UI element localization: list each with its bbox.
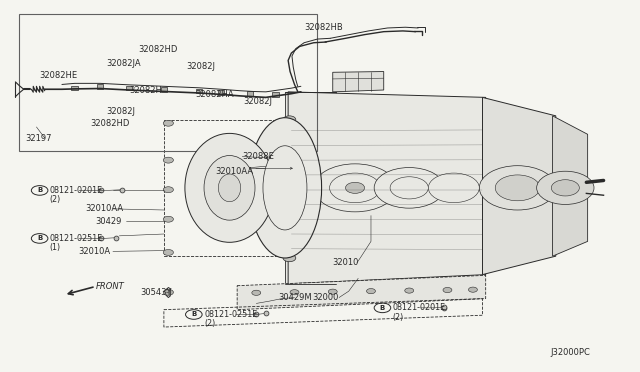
Polygon shape xyxy=(333,71,384,92)
Bar xyxy=(72,86,78,90)
Circle shape xyxy=(283,162,296,169)
Text: J32000PC: J32000PC xyxy=(550,349,591,357)
Circle shape xyxy=(280,187,290,193)
Circle shape xyxy=(367,289,376,294)
Text: 32082HB: 32082HB xyxy=(304,23,343,32)
Circle shape xyxy=(252,290,260,295)
Text: FRONT: FRONT xyxy=(96,282,124,291)
Text: 30429M: 30429M xyxy=(278,293,312,302)
Text: 32197: 32197 xyxy=(26,134,52,142)
Text: 08121-0201E: 08121-0201E xyxy=(393,303,446,312)
Text: 32082H: 32082H xyxy=(129,86,162,94)
Circle shape xyxy=(314,164,396,212)
Circle shape xyxy=(443,288,452,293)
Circle shape xyxy=(551,180,579,196)
Text: 32082HD: 32082HD xyxy=(138,45,178,54)
Circle shape xyxy=(346,182,365,193)
Text: 32010: 32010 xyxy=(333,258,359,267)
Text: 32010A: 32010A xyxy=(78,247,110,256)
Text: 08121-0251E: 08121-0251E xyxy=(204,310,257,319)
Text: 32082J: 32082J xyxy=(186,61,215,71)
Circle shape xyxy=(390,177,428,199)
Text: 32082HE: 32082HE xyxy=(40,71,77,80)
Text: (2): (2) xyxy=(204,319,215,328)
Bar xyxy=(285,92,336,284)
Circle shape xyxy=(163,120,173,126)
Bar xyxy=(19,14,317,151)
Text: 08121-0201E: 08121-0201E xyxy=(50,186,103,195)
Ellipse shape xyxy=(218,174,241,202)
Circle shape xyxy=(283,254,296,262)
Circle shape xyxy=(328,289,337,294)
Text: 32082J: 32082J xyxy=(244,97,273,106)
Polygon shape xyxy=(288,92,486,284)
Circle shape xyxy=(163,216,173,222)
Text: 32082HA: 32082HA xyxy=(196,90,234,99)
Circle shape xyxy=(495,175,540,201)
Bar xyxy=(218,90,225,95)
Polygon shape xyxy=(483,97,556,275)
Bar xyxy=(161,87,167,92)
Circle shape xyxy=(428,173,479,203)
Text: 32088E: 32088E xyxy=(243,152,274,161)
Circle shape xyxy=(283,230,296,238)
Text: (1): (1) xyxy=(50,243,61,252)
Circle shape xyxy=(283,116,296,123)
Circle shape xyxy=(330,173,381,203)
Circle shape xyxy=(537,171,594,205)
Text: 32082JA: 32082JA xyxy=(106,58,141,68)
Circle shape xyxy=(163,187,173,193)
Text: 08121-0251E: 08121-0251E xyxy=(50,234,103,243)
Text: 32082HD: 32082HD xyxy=(91,119,130,128)
Circle shape xyxy=(290,290,299,295)
Text: 32082J: 32082J xyxy=(106,106,136,116)
Text: B: B xyxy=(191,311,196,317)
Polygon shape xyxy=(552,116,588,256)
Text: B: B xyxy=(37,235,42,241)
Text: 30543Y: 30543Y xyxy=(140,288,172,297)
Text: (2): (2) xyxy=(50,195,61,204)
Bar xyxy=(97,84,103,89)
Ellipse shape xyxy=(248,118,321,258)
Bar xyxy=(196,89,202,93)
Circle shape xyxy=(374,167,444,208)
Text: B: B xyxy=(380,305,385,311)
Text: 32000: 32000 xyxy=(312,293,339,302)
Circle shape xyxy=(404,288,413,293)
Text: (2): (2) xyxy=(393,312,404,321)
Circle shape xyxy=(468,287,477,292)
Circle shape xyxy=(266,154,282,163)
Text: 32010AA: 32010AA xyxy=(86,204,124,214)
Circle shape xyxy=(283,186,296,193)
Circle shape xyxy=(163,250,173,256)
Circle shape xyxy=(283,208,296,215)
Polygon shape xyxy=(237,275,486,310)
Bar xyxy=(246,92,253,96)
Circle shape xyxy=(479,166,556,210)
Ellipse shape xyxy=(204,155,255,220)
Ellipse shape xyxy=(185,134,274,242)
Circle shape xyxy=(283,138,296,145)
Circle shape xyxy=(270,156,278,161)
Circle shape xyxy=(163,157,173,163)
Circle shape xyxy=(280,120,290,126)
Circle shape xyxy=(163,289,173,295)
Circle shape xyxy=(280,250,290,256)
Text: 32010AA: 32010AA xyxy=(215,167,253,176)
Text: 30429: 30429 xyxy=(96,217,122,225)
Circle shape xyxy=(289,164,302,172)
Bar xyxy=(272,92,278,97)
Ellipse shape xyxy=(263,146,307,230)
Text: B: B xyxy=(37,187,42,193)
Bar xyxy=(125,86,132,90)
